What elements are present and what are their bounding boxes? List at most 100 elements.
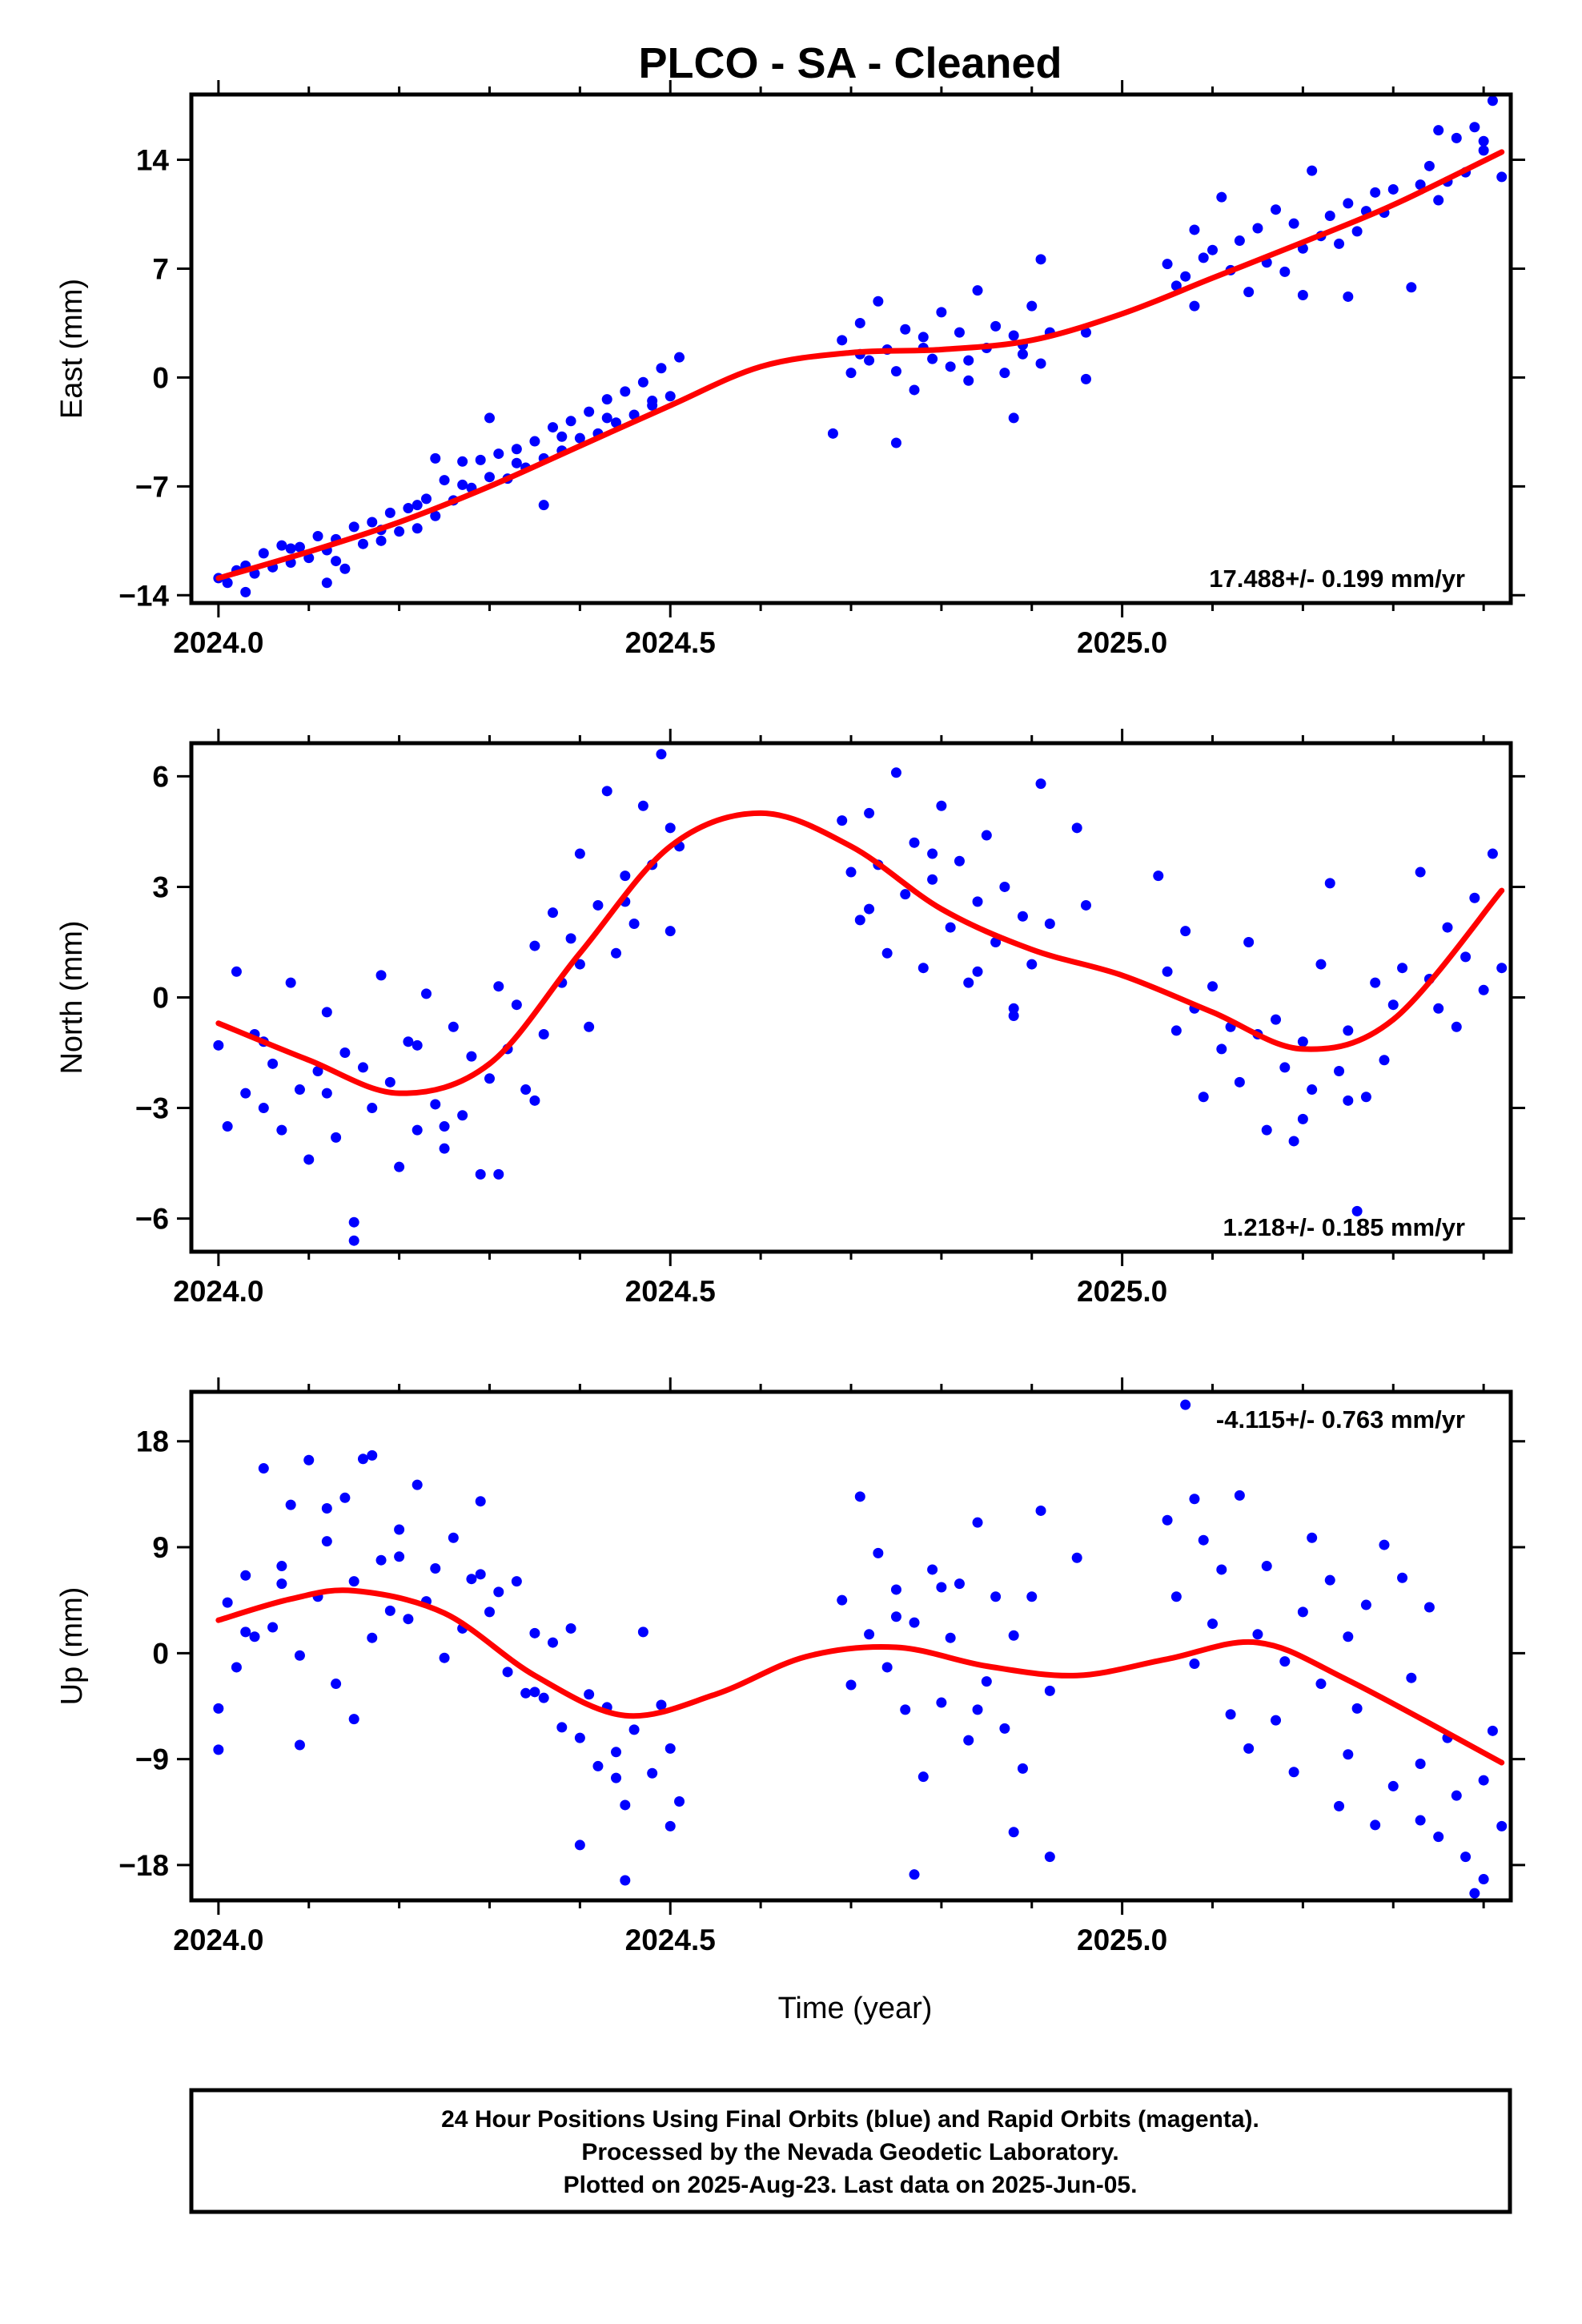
data-point — [520, 1687, 532, 1699]
data-point — [927, 1564, 938, 1575]
data-point — [1478, 135, 1489, 147]
data-point — [1343, 1025, 1354, 1036]
data-point — [601, 394, 612, 405]
data-point — [394, 1161, 405, 1172]
data-point — [548, 422, 559, 433]
data-point — [420, 493, 432, 505]
data-point — [493, 448, 504, 460]
data-point — [611, 417, 622, 428]
data-point — [1360, 1092, 1371, 1103]
data-point — [556, 431, 568, 442]
data-point — [276, 1578, 287, 1590]
data-point — [1370, 1819, 1381, 1831]
data-point — [873, 296, 884, 307]
data-point — [936, 800, 947, 811]
data-point — [303, 1154, 315, 1165]
data-point — [1207, 981, 1219, 992]
data-point — [917, 963, 929, 974]
data-point — [457, 1110, 468, 1121]
data-point — [963, 375, 974, 386]
data-point — [1198, 1534, 1209, 1546]
data-point — [331, 556, 342, 567]
data-point — [1487, 848, 1498, 859]
x-tick-label: 2025.0 — [1077, 1275, 1167, 1308]
data-point — [285, 977, 296, 988]
data-point — [972, 1704, 983, 1715]
data-point — [267, 1058, 279, 1069]
data-point — [574, 1839, 585, 1851]
data-point — [854, 317, 865, 328]
data-point — [294, 1084, 305, 1096]
data-point — [1035, 1505, 1046, 1516]
data-point — [1271, 1715, 1282, 1726]
data-point — [1297, 1036, 1308, 1047]
data-point — [827, 428, 838, 439]
data-point — [1008, 1003, 1019, 1014]
data-point — [864, 355, 875, 366]
data-point — [945, 361, 956, 372]
data-point — [1261, 1561, 1272, 1572]
data-point — [294, 1650, 305, 1661]
data-point — [637, 376, 648, 388]
data-point — [1198, 252, 1209, 263]
data-point — [1162, 966, 1173, 977]
data-point — [1469, 1888, 1480, 1899]
data-point — [584, 406, 595, 417]
data-point — [1496, 963, 1508, 974]
data-point — [1415, 1758, 1426, 1769]
y-axis-label: North (mm) — [55, 920, 89, 1074]
data-point — [637, 1626, 648, 1638]
data-point — [1460, 1852, 1472, 1863]
data-point — [1271, 1014, 1282, 1025]
y-tick-label: 0 — [152, 982, 169, 1015]
y-tick-label: −18 — [118, 1849, 169, 1882]
rate-label: 17.488+/- 0.199 mm/yr — [1209, 565, 1465, 593]
data-point — [348, 1576, 359, 1587]
data-point — [665, 1820, 676, 1831]
data-point — [348, 1235, 359, 1246]
y-tick-label: 7 — [152, 252, 169, 285]
data-point — [511, 1576, 522, 1587]
data-point — [321, 1088, 332, 1099]
data-point — [484, 1606, 495, 1618]
data-point — [1324, 1574, 1335, 1586]
data-point — [231, 966, 242, 977]
data-point — [981, 1676, 992, 1687]
data-point — [890, 1584, 901, 1595]
data-point — [1252, 1629, 1263, 1640]
data-point — [963, 355, 974, 366]
data-point — [1387, 1780, 1399, 1791]
data-point — [1026, 1591, 1038, 1602]
data-point — [845, 866, 857, 878]
data-point — [1423, 1602, 1435, 1613]
data-point — [1261, 1124, 1272, 1136]
data-point — [258, 548, 269, 559]
data-point — [348, 1216, 359, 1228]
data-point — [900, 324, 911, 335]
data-point — [1008, 1011, 1019, 1022]
data-point — [1071, 1552, 1082, 1563]
data-point — [1423, 160, 1435, 171]
data-point — [665, 391, 676, 402]
data-point — [357, 1454, 368, 1465]
data-point — [1297, 1606, 1308, 1618]
y-tick-label: −6 — [135, 1203, 169, 1236]
data-point — [900, 889, 911, 900]
data-point — [538, 1029, 549, 1040]
data-point — [1279, 1656, 1291, 1667]
data-point — [448, 1532, 459, 1543]
footer-line-1: 24 Hour Positions Using Final Orbits (bl… — [441, 2106, 1259, 2133]
data-point — [357, 538, 368, 549]
data-point — [1243, 936, 1255, 947]
data-point — [620, 386, 631, 397]
data-point — [1460, 951, 1472, 963]
data-point — [1189, 1659, 1200, 1670]
data-point — [656, 363, 667, 374]
data-point — [475, 1496, 486, 1507]
data-point — [1487, 1725, 1498, 1736]
data-point — [565, 416, 576, 427]
data-point — [484, 412, 495, 424]
data-point — [231, 1662, 242, 1673]
data-point — [1433, 195, 1444, 206]
data-point — [222, 577, 233, 589]
